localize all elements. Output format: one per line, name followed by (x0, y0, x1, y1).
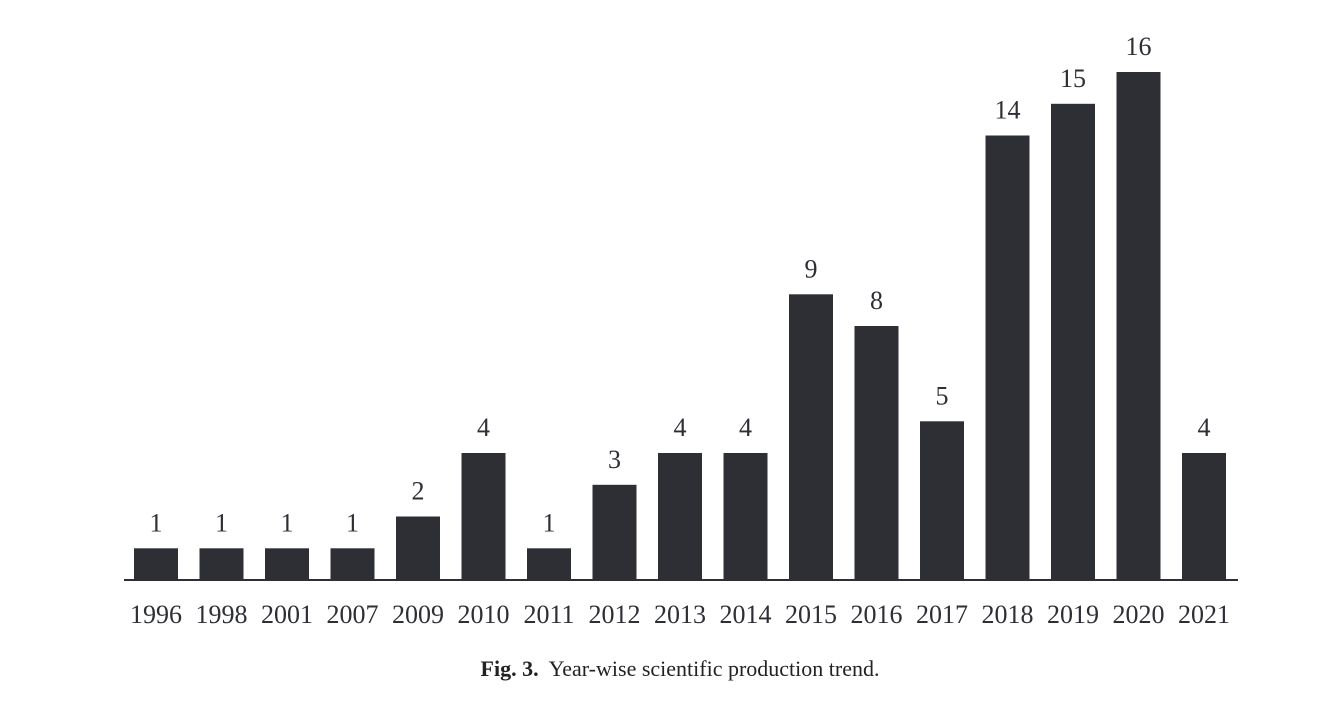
x-tick-label-2012: 2012 (589, 600, 641, 629)
figure-caption-text: Year-wise scientific production trend. (548, 656, 880, 681)
bar-2018 (985, 135, 1030, 580)
figure-caption: Fig. 3. Year-wise scientific production t… (0, 656, 1326, 682)
value-label-2016: 8 (870, 286, 883, 315)
bar-2010 (461, 453, 506, 580)
x-tick-label-2011: 2011 (523, 600, 574, 629)
value-label-2018: 14 (995, 96, 1021, 125)
value-label-2010: 4 (477, 413, 490, 442)
bars-group (134, 72, 1226, 581)
bar-1998 (199, 548, 244, 581)
x-tick-label-2021: 2021 (1178, 600, 1230, 629)
bar-2020 (1116, 72, 1161, 580)
x-tick-label-1996: 1996 (130, 600, 182, 629)
x-tick-label-2014: 2014 (720, 600, 772, 629)
bar-2017 (920, 421, 964, 581)
bar-2007 (330, 548, 375, 581)
value-label-2020: 16 (1126, 32, 1152, 61)
x-tick-label-2019: 2019 (1047, 600, 1099, 629)
x-tick-label-1998: 1998 (196, 600, 248, 629)
value-labels-group: 1 1 1 1 2 4 1 3 4 4 9 8 5 14 15 16 4 (150, 32, 1211, 537)
bar-2012 (592, 484, 637, 581)
bar-2009 (396, 516, 440, 580)
x-tick-label-2018: 2018 (982, 600, 1034, 629)
value-label-2019: 15 (1060, 64, 1086, 93)
value-label-1996: 1 (150, 508, 163, 537)
value-label-2021: 4 (1198, 413, 1211, 442)
bar-2021 (1182, 453, 1226, 580)
value-label-2001: 1 (281, 508, 294, 537)
value-label-1998: 1 (215, 508, 228, 537)
bar-2016 (854, 326, 899, 580)
value-label-2014: 4 (739, 413, 752, 442)
x-tick-label-2010: 2010 (458, 600, 510, 629)
x-tick-label-2009: 2009 (392, 600, 444, 629)
bar-2019 (1051, 103, 1095, 581)
value-label-2017: 5 (936, 381, 949, 410)
x-tick-label-2001: 2001 (261, 600, 313, 629)
bar-chart: 1 1 1 1 2 4 1 3 4 4 9 8 5 14 15 16 4 1996 1998 2001 2007 200… (124, 32, 1238, 629)
figure-label: Fig. 3. (480, 656, 539, 681)
value-label-2012: 3 (608, 445, 621, 474)
x-tick-labels-group: 1996 1998 2001 2007 2009 2010 2011 2012 2013 2014… (130, 600, 1230, 629)
bar-1996 (134, 548, 178, 581)
bar-2013 (658, 453, 702, 580)
x-tick-label-2007: 2007 (327, 600, 379, 629)
x-tick-label-2020: 2020 (1113, 600, 1165, 629)
bar-2001 (265, 548, 309, 581)
bar-2011 (527, 548, 571, 581)
bar-2015 (789, 294, 833, 581)
x-tick-label-2015: 2015 (785, 600, 837, 629)
x-tick-label-2017: 2017 (916, 600, 968, 629)
value-label-2009: 2 (412, 477, 425, 506)
bar-2014 (723, 453, 768, 580)
value-label-2007: 1 (346, 508, 359, 537)
x-tick-label-2016: 2016 (851, 600, 903, 629)
value-label-2015: 9 (805, 254, 818, 283)
x-tick-label-2013: 2013 (654, 600, 706, 629)
value-label-2011: 1 (543, 508, 556, 537)
value-label-2013: 4 (674, 413, 687, 442)
